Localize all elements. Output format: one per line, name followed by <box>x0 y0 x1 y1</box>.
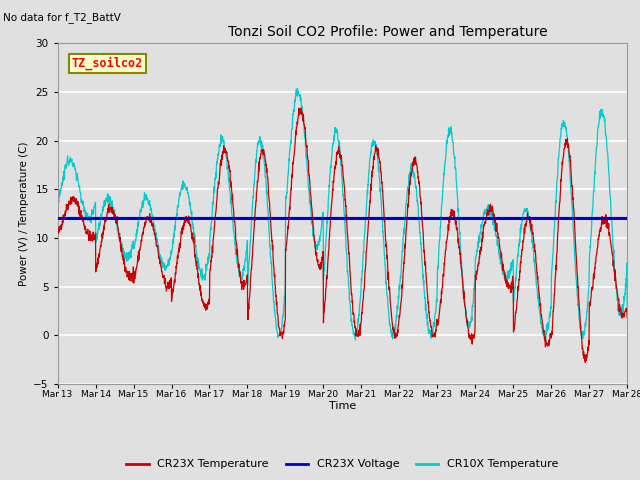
Y-axis label: Power (V) / Temperature (C): Power (V) / Temperature (C) <box>19 141 29 286</box>
Title: Tonzi Soil CO2 Profile: Power and Temperature: Tonzi Soil CO2 Profile: Power and Temper… <box>228 25 548 39</box>
Text: TZ_soilco2: TZ_soilco2 <box>72 57 143 71</box>
Text: No data for f_T2_BattV: No data for f_T2_BattV <box>3 12 121 23</box>
X-axis label: Time: Time <box>329 401 356 411</box>
Legend: CR23X Temperature, CR23X Voltage, CR10X Temperature: CR23X Temperature, CR23X Voltage, CR10X … <box>122 455 563 474</box>
